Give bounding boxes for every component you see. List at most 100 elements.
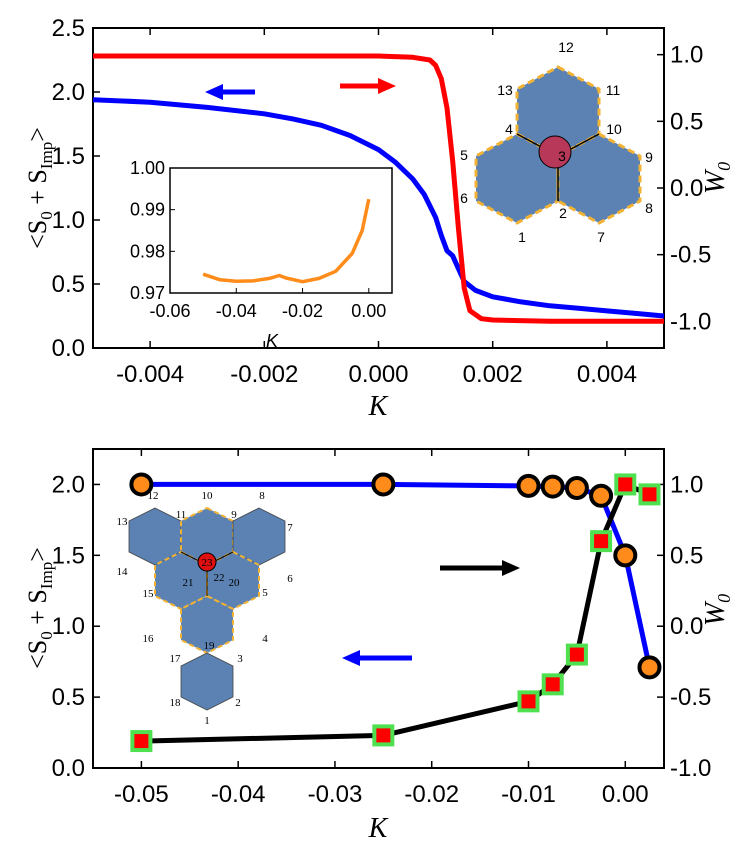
x-tick-label: 0.000 (348, 361, 408, 388)
bottom-lattice-diagram: 12 10 8 13 11 9 7 14 21 20 6 23 15 22 5 … (117, 490, 294, 727)
data-point-s-imp (516, 473, 541, 498)
site-label: 10 (202, 490, 214, 502)
site-label: 8 (259, 490, 265, 502)
y-tick-label: 2.0 (52, 79, 85, 106)
site-label: 18 (170, 697, 182, 709)
inset-y-tick-label: 0.98 (130, 241, 165, 261)
left-arrow-head (342, 650, 360, 666)
x-tick-label: -0.002 (230, 361, 298, 388)
bottom-y-axis-label: <S0 + SImp> (23, 547, 56, 669)
site-label: 12 (558, 39, 574, 55)
x-tick-label: -0.01 (501, 781, 556, 808)
site-label: 17 (170, 653, 182, 665)
y2-tick-label: 0.0 (670, 175, 703, 202)
site-label: 11 (606, 82, 621, 98)
site-label: 20 (229, 577, 241, 589)
bottom-chart: -0.05 -0.04 -0.03 -0.02 -0.01 0.00 0.0 0.5 1.0 1… (23, 448, 734, 844)
site-label: 7 (597, 229, 605, 245)
y-tick-label: 1.5 (52, 143, 85, 170)
site-label: 4 (505, 121, 513, 137)
inset-x-tick-label: -0.02 (282, 301, 323, 321)
site-label: 6 (460, 190, 468, 206)
y-tick-label: 0.0 (52, 755, 85, 782)
site-label: 7 (287, 522, 293, 534)
y-tick-label: 1.0 (52, 613, 85, 640)
inset-x-tick-label: 0.00 (351, 301, 386, 321)
bottom-y2-axis-label: W0 (700, 594, 734, 626)
data-point-w0 (614, 473, 637, 496)
site-label: 19 (204, 640, 216, 652)
y-tick-label: 1.0 (52, 207, 85, 234)
x-tick-label: -0.04 (211, 781, 266, 808)
site-label: 2 (235, 697, 241, 709)
data-point-w0 (517, 690, 540, 713)
y2-tick-label: 1.0 (670, 42, 703, 69)
site-label: 14 (117, 566, 129, 578)
x-tick-label: 0.002 (463, 361, 523, 388)
top-lattice-diagram: 12 13 11 4 10 5 3 9 6 8 2 1 7 (460, 39, 653, 245)
data-point-w0 (565, 643, 588, 666)
y-tick-label: 0.5 (52, 684, 85, 711)
y-tick-label: 2.5 (52, 15, 85, 42)
y2-tick-label: 1.0 (670, 471, 703, 498)
site-label: 2 (559, 205, 567, 221)
x-tick-label: -0.03 (308, 781, 363, 808)
impurity-site (197, 552, 217, 572)
x-tick-label: -0.004 (116, 361, 184, 388)
top-y-axis-label: <S0 + SImp> (23, 127, 56, 249)
inset-series-line (202, 198, 371, 284)
site-label: 15 (143, 588, 155, 600)
top-x-axis-label: K (368, 391, 389, 422)
y2-tick-label: -0.5 (670, 242, 711, 269)
site-label: 5 (262, 587, 268, 599)
top-y2-axis-label: W0 (700, 162, 734, 194)
site-label: 21 (183, 577, 194, 589)
inset-x-tick-label: -0.04 (216, 301, 257, 321)
site-label: 5 (460, 147, 468, 163)
x-tick-label: 0.00 (602, 781, 649, 808)
hexagon (180, 652, 234, 711)
x-tick-label: -0.02 (404, 781, 459, 808)
site-label: 1 (204, 715, 210, 727)
data-point-s-imp (589, 483, 614, 508)
site-label: 3 (237, 653, 243, 665)
data-point-s-imp (371, 472, 396, 497)
y2-tick-label: 0.5 (670, 108, 703, 135)
site-label: 16 (143, 633, 155, 645)
data-point-w0 (372, 724, 395, 747)
inset-x-tick-label: -0.06 (149, 301, 190, 321)
site-label: 13 (497, 82, 513, 98)
top-chart: -0.004 -0.002 0.000 0.002 0.004 0.00.51.01.5… (23, 15, 734, 422)
data-point-w0 (130, 730, 153, 753)
site-label: 22 (214, 572, 225, 584)
inset-y-tick-label: 0.99 (130, 200, 165, 220)
y2-tick-label: -1.0 (670, 755, 711, 782)
y-tick-label: 1.5 (52, 542, 85, 569)
site-label: 1 (518, 229, 526, 245)
site-label: 3 (558, 148, 566, 164)
x-tick-label: 0.004 (577, 361, 637, 388)
data-point-s-imp (613, 543, 638, 568)
data-point-s-imp (540, 474, 565, 499)
y-tick-label: 2.0 (52, 471, 85, 498)
series-line-w0 (93, 53, 664, 324)
y-tick-label: 0.5 (52, 271, 85, 298)
site-label: 4 (262, 633, 268, 645)
top-inset-chart: -0.06 -0.04 -0.02 0.00 0.97 0.98 0.99 1.00 K (130, 158, 393, 351)
data-point-s-imp (564, 475, 589, 500)
right-arrow-head (502, 560, 520, 576)
y2-tick-label: -1.0 (670, 308, 711, 335)
hexagon (556, 132, 642, 225)
site-label: 12 (148, 490, 159, 502)
x-tick-label: -0.05 (114, 781, 169, 808)
inset-y-tick-label: 0.97 (130, 283, 165, 303)
data-point-w0 (541, 673, 564, 696)
site-label: 10 (606, 121, 622, 137)
data-point-s-imp (129, 472, 154, 497)
site-label: 23 (202, 557, 214, 569)
bottom-x-axis-label: K (368, 813, 389, 844)
right-arrow-head (378, 78, 396, 94)
inset-y-tick-label: 1.00 (130, 158, 165, 178)
site-label: 11 (176, 509, 187, 521)
